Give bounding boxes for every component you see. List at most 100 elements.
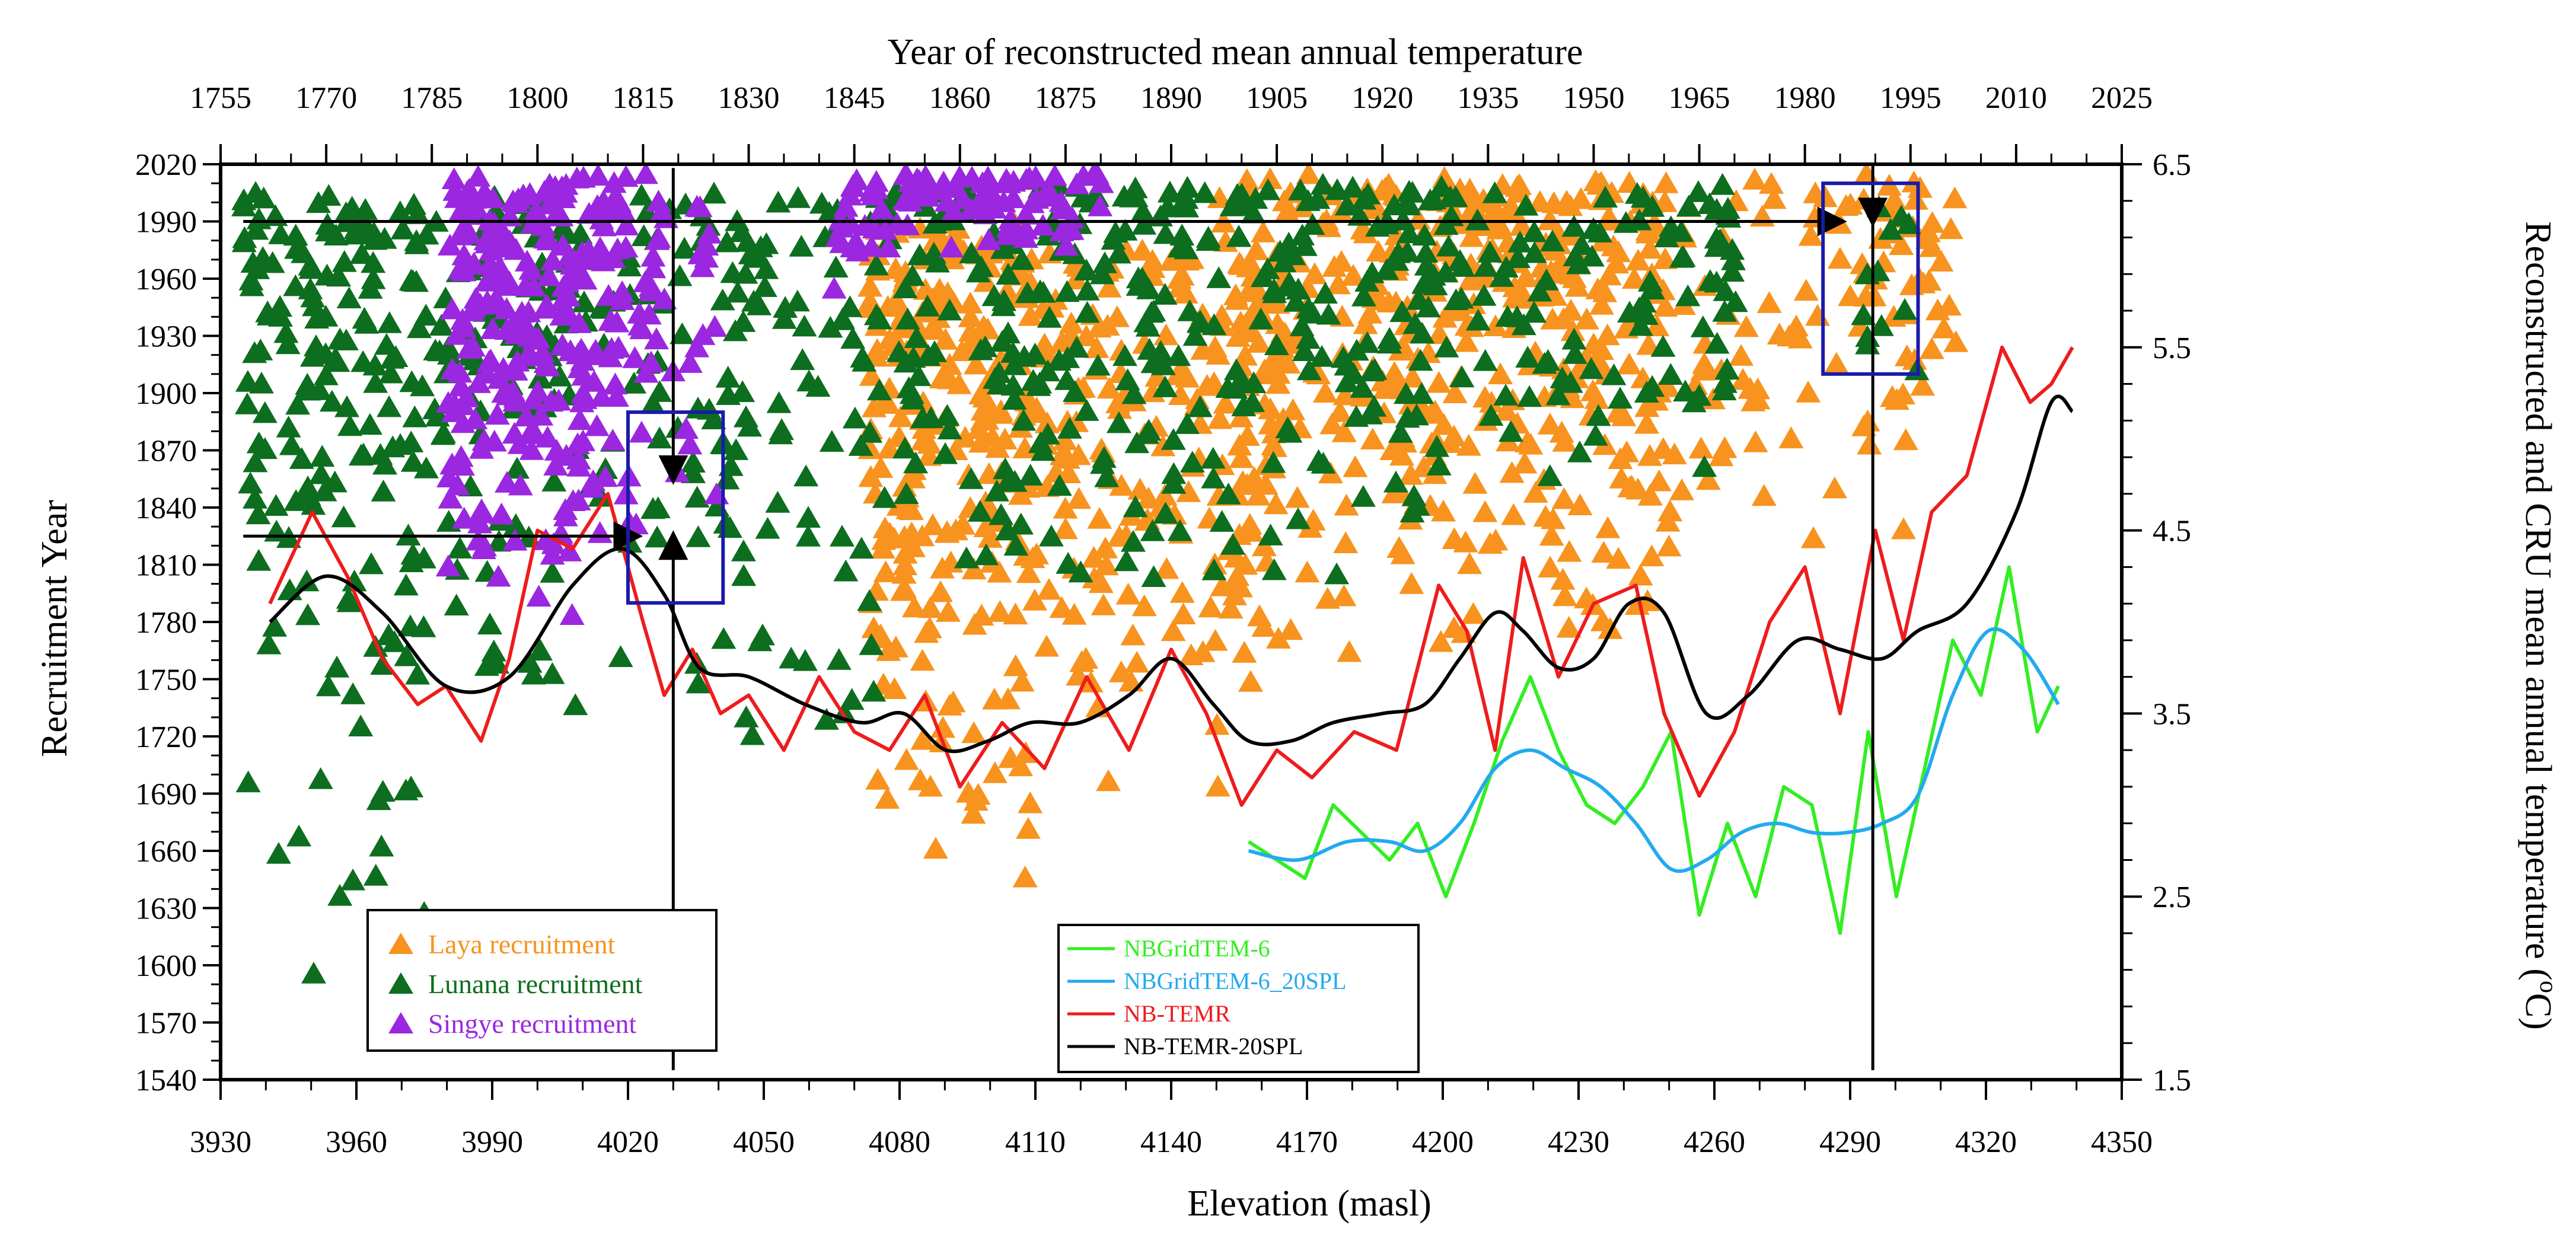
lunana-recruitment-point [1140,351,1166,374]
lunana-recruitment-point [1712,299,1737,322]
laya-recruitment-point [1733,315,1759,337]
laya-recruitment-point [890,579,916,601]
lunana-recruitment-point [789,235,814,257]
laya-recruitment-point [1554,190,1579,212]
lunana-recruitment-point [387,200,413,222]
lunana-recruitment-point [900,387,926,410]
lunana-recruitment-point [1177,299,1203,321]
legend-laya-marker [388,933,413,954]
laya-recruitment-point [1161,619,1186,642]
laya-recruitment-point [1606,240,1631,263]
laya-recruitment-point [1236,255,1261,277]
lunana-recruitment-point [1889,205,1914,226]
lunana-recruitment-point [528,639,553,661]
laya-recruitment-point [1263,492,1289,515]
lunana-recruitment-point [738,243,763,264]
singye-recruitment-point [554,443,579,466]
laya-recruitment-point [1205,774,1230,797]
singye-recruitment-point [996,216,1021,238]
legend-lunana-marker [388,972,413,994]
lunana-recruitment-point [1296,358,1322,381]
lunana-recruitment-point [343,217,369,240]
laya-recruitment-point [1169,581,1195,603]
laya-recruitment-point [1938,217,1963,240]
lunana-recruitment-point [1068,560,1093,583]
bottom-tick-label: 3990 [461,1125,523,1159]
lunana-recruitment-point [1135,314,1161,337]
laya-recruitment-point [961,557,987,580]
laya-recruitment-point [1509,213,1535,236]
lunana-recruitment-point [1628,314,1653,336]
laya-recruitment-point [1357,301,1383,324]
laya-recruitment-point [918,596,943,618]
laya-recruitment-point [1889,233,1914,256]
lunana-recruitment-point [1112,219,1138,241]
laya-recruitment-point [1646,469,1672,492]
lunana-recruitment-point [1522,241,1547,263]
top-tick-label: 1965 [1669,81,1730,115]
laya-recruitment-point [1650,437,1676,459]
lunana-recruitment-point [340,682,366,704]
laya-recruitment-point [1595,323,1620,346]
lunana-recruitment-point [286,824,312,847]
right-axis-title-degree: o [2534,981,2562,993]
singye-recruitment-point [560,489,586,511]
lunana-recruitment-point [423,339,448,360]
singye-recruitment-point [451,215,477,237]
bottom-tick-label: 3960 [326,1125,387,1159]
laya-recruitment-point [1012,865,1038,888]
lunana-recruitment-point [1121,529,1146,552]
lunana-recruitment-point [244,218,269,240]
lunana-recruitment-point [1324,562,1350,585]
scatter-layer [231,162,1969,1043]
laya-recruitment-point [961,721,987,744]
laya-recruitment-point [1538,556,1563,577]
lunana-recruitment-point [713,512,738,534]
lunana-recruitment-point [996,321,1021,344]
lunana-recruitment-point [398,776,424,797]
laya-recruitment-point [958,292,983,314]
laya-recruitment-point [1580,379,1606,401]
singye-recruitment-point [567,408,592,430]
singye-recruitment-point [859,235,884,257]
lunana-recruitment-point [1410,321,1435,344]
right-tick-label: 1.5 [2153,1064,2191,1097]
singye-recruitment-point [1024,187,1050,209]
singye-recruitment-point [702,315,728,337]
bottom-tick-label: 4170 [1276,1125,1338,1159]
singye-recruitment-point [451,194,477,216]
lunana-recruitment-point [333,328,359,350]
singye-recruitment-point [486,564,511,587]
laya-recruitment-point [1552,430,1577,452]
laya-recruitment-point [1022,588,1047,611]
lunana-recruitment-point [406,316,432,339]
singye-recruitment-point [674,417,699,439]
lunana-recruitment-point [422,397,448,419]
lunana-recruitment-point [589,296,614,318]
singye-recruitment-point [500,189,526,212]
laya-recruitment-point [1882,188,1907,210]
laya-recruitment-point [1091,594,1116,615]
lunana-recruitment-point [1201,467,1226,489]
lunana-recruitment-point [353,198,378,220]
singye-recruitment-point [483,286,509,308]
lunana-recruitment-point [1478,404,1504,426]
bottom-tick-label: 4110 [1005,1125,1066,1159]
lunana-recruitment-point [857,420,883,443]
lunana-recruitment-point [1174,237,1199,260]
laya-recruitment-point [995,687,1021,710]
laya-recruitment-point [1246,331,1271,353]
singye-recruitment-point [1042,164,1067,186]
singye-recruitment-point [466,165,491,187]
laya-recruitment-point [1073,324,1099,346]
laya-recruitment-point [1903,188,1928,210]
lunana-recruitment-point [1498,420,1523,442]
lunana-recruitment-point [840,327,866,349]
laya-recruitment-point [1313,208,1339,231]
legend-temr-spl-label: NB-TEMR-20SPL [1124,1033,1303,1060]
laya-recruitment-point [1637,483,1663,506]
laya-recruitment-point [1614,440,1640,462]
lunana-recruitment-point [1255,178,1281,200]
laya-recruitment-point [1049,443,1075,465]
laya-recruitment-point [1400,365,1426,388]
